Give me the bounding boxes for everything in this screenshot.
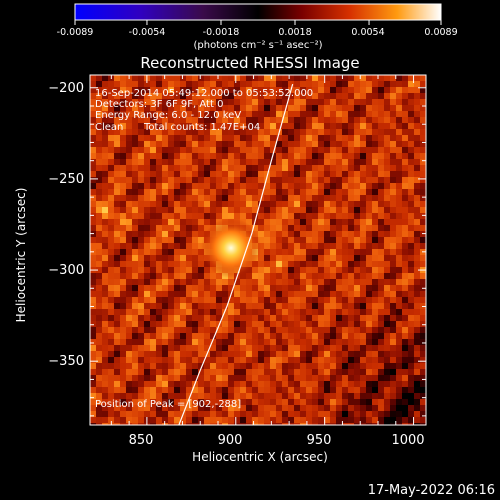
y-tick-label: −300 bbox=[48, 263, 84, 278]
colorbar bbox=[74, 3, 442, 21]
chart-title: Reconstructed RHESSI Image bbox=[140, 54, 359, 72]
image-annotations: 16-Sep-2014 05:49:12.000 to 05:53:52.000… bbox=[95, 88, 313, 410]
y-tick-label: −250 bbox=[48, 172, 84, 187]
colorbar-tick-labels: -0.0089 -0.0054 -0.0018 0.0018 0.0054 0.… bbox=[57, 27, 458, 38]
annotation-energy-range: Energy Range: 6.0 - 12.0 keV bbox=[95, 110, 241, 121]
plot-frame bbox=[89, 74, 427, 426]
annotation-peak-position: Position of Peak = [902,-288] bbox=[95, 399, 241, 410]
colorbar-tick-label: 0.0054 bbox=[351, 27, 384, 38]
flare-peak-blob bbox=[201, 218, 261, 278]
colorbar-tick-label: 0.0018 bbox=[278, 27, 311, 38]
x-tick-label: 900 bbox=[218, 433, 243, 448]
y-tick-label: −350 bbox=[48, 354, 84, 369]
solar-limb-curve bbox=[178, 83, 294, 425]
colorbar-ticks bbox=[74, 20, 442, 25]
annotation-detectors: Detectors: 3F 6F 9F, Att 0 bbox=[95, 99, 223, 110]
colorbar-unit-label: (photons cm⁻² s⁻¹ asec⁻²) bbox=[193, 40, 322, 51]
annotation-time-range: 16-Sep-2014 05:49:12.000 to 05:53:52.000 bbox=[95, 88, 313, 99]
heatmap-image bbox=[90, 75, 426, 425]
y-tick-label: −200 bbox=[48, 81, 84, 96]
y-axis-label: Heliocentric Y (arcsec) bbox=[14, 188, 28, 323]
x-tick-label: 1000 bbox=[391, 433, 424, 448]
colorbar-tick-label: -0.0018 bbox=[203, 27, 240, 38]
x-tick-label: 950 bbox=[307, 433, 332, 448]
colorbar-tick-label: 0.0089 bbox=[424, 27, 457, 38]
footer-timestamp: 17-May-2022 06:16 bbox=[368, 483, 495, 498]
colorbar-tick-label: -0.0054 bbox=[129, 27, 166, 38]
annotation-method: Clean bbox=[95, 122, 123, 133]
x-axis-label: Heliocentric X (arcsec) bbox=[192, 450, 328, 464]
axis-ticks bbox=[90, 75, 426, 425]
y-tick-labels: −200 −250 −300 −350 bbox=[48, 81, 84, 369]
colorbar-tick-label: -0.0089 bbox=[57, 27, 94, 38]
annotation-total-counts: Total counts: 1.47E+04 bbox=[143, 122, 260, 133]
x-tick-labels: 850 900 950 1000 bbox=[129, 433, 425, 448]
x-tick-label: 850 bbox=[129, 433, 154, 448]
